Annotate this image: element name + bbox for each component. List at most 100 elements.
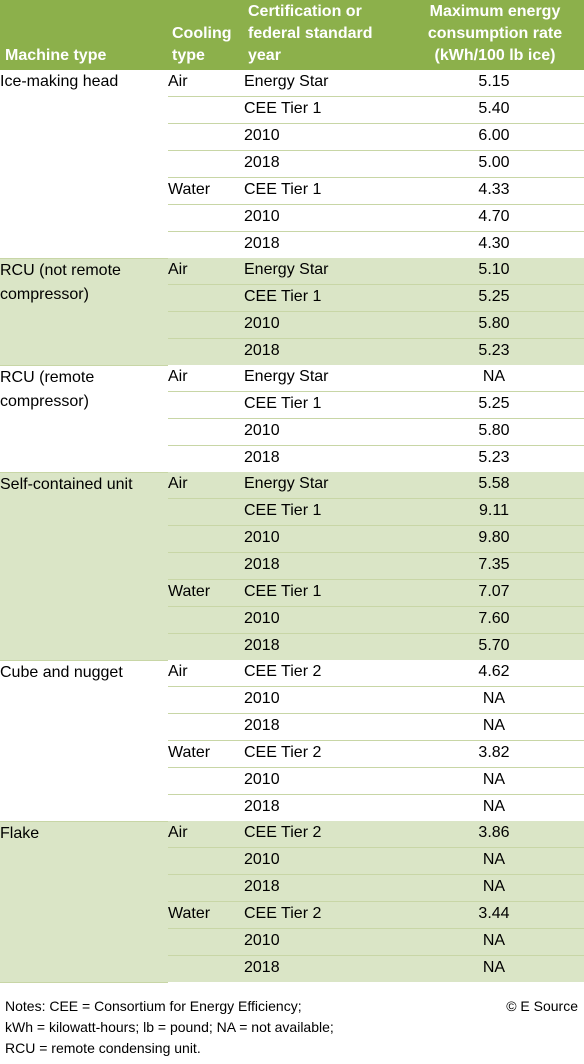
- table-header: Machine type Cooling type Certification …: [0, 0, 584, 70]
- cooling-type-cell: Air: [168, 821, 244, 848]
- table-row: RCU (remote compressor) Air Energy Star NA: [0, 365, 584, 473]
- certification-cell: Energy Star: [244, 258, 404, 285]
- energy-rate-cell: 3.86: [404, 821, 584, 848]
- table-row: Cube and nugget Air CEE Tier 2 4.62: [0, 660, 584, 822]
- machine-type-line: Cube and nugget: [0, 663, 123, 681]
- table-row: 2010 5.80: [0, 311, 584, 339]
- table-row: 2010 NA: [0, 928, 584, 956]
- table-row: 2010 6.00: [0, 123, 584, 151]
- table-row: 2018 5.70: [0, 633, 584, 660]
- cooling-type-cell: [168, 311, 244, 339]
- energy-rate-cell: 7.60: [404, 606, 584, 634]
- energy-rate-cell: 5.23: [404, 338, 584, 365]
- energy-rate-cell: NA: [404, 955, 584, 982]
- certification-cell: CEE Tier 2: [244, 901, 404, 929]
- certification-cell: 2018: [244, 338, 404, 365]
- machine-type-line: Ice-making head: [0, 73, 119, 90]
- cooling-type-cell: [168, 795, 244, 822]
- table-row: 2010 NA: [0, 847, 584, 875]
- machine-type-cell: Cube and nugget: [0, 660, 168, 822]
- table-row: 2010 9.80: [0, 525, 584, 553]
- certification-cell: 2010: [244, 606, 404, 634]
- cooling-type-cell: [168, 525, 244, 553]
- energy-rate-cell: 4.33: [404, 177, 584, 205]
- energy-rate-cell: NA: [404, 713, 584, 741]
- machine-type-cell: Self-contained unit: [0, 472, 168, 661]
- certification-cell: CEE Tier 2: [244, 821, 404, 848]
- cooling-type-cell: Water: [168, 579, 244, 607]
- cooling-type-cell: [168, 552, 244, 580]
- machine-type-cell: Flake: [0, 821, 168, 983]
- energy-rate-cell: NA: [404, 365, 584, 392]
- table-row: CEE Tier 1 5.25: [0, 284, 584, 312]
- machine-type-line: compressor): [0, 285, 89, 303]
- header-cooling-line-1: Cooling: [172, 25, 232, 42]
- cooling-type-cell: [168, 284, 244, 312]
- machine-type-cell: RCU (remote compressor): [0, 365, 168, 473]
- energy-rate-cell: NA: [404, 874, 584, 902]
- energy-rate-cell: 5.80: [404, 311, 584, 339]
- table-row: CEE Tier 1 5.25: [0, 391, 584, 419]
- certification-cell: 2018: [244, 633, 404, 660]
- cooling-type-cell: [168, 150, 244, 178]
- cooling-type-cell: Air: [168, 365, 244, 392]
- certification-cell: Energy Star: [244, 472, 404, 499]
- cooling-type-cell: [168, 391, 244, 419]
- header-cert-line-2: federal standard: [248, 25, 373, 42]
- energy-rate-cell: 4.70: [404, 204, 584, 232]
- energy-rate-cell: 5.80: [404, 418, 584, 446]
- cooling-type-cell: Air: [168, 472, 244, 499]
- certification-cell: 2018: [244, 235, 280, 252]
- table-row: RCU (not remote compressor) Air Energy Star…: [0, 258, 584, 366]
- certification-cell: 2018: [244, 955, 404, 982]
- header-max-energy: Maximum energy consumption rate (kWh/100…: [410, 1, 580, 67]
- notes-line-1: Notes: CEE = Consortium for Energy Effic…: [5, 998, 302, 1014]
- cooling-type-cell: [168, 928, 244, 956]
- machine-type-line: RCU (remote: [0, 368, 95, 386]
- cooling-type-cell: Water: [168, 901, 244, 929]
- certification-cell: 2018: [244, 449, 280, 466]
- certification-cell: 2018: [244, 552, 404, 580]
- certification-cell: 2018: [244, 713, 404, 741]
- machine-type-line: compressor): [0, 392, 89, 410]
- certification-cell: CEE Tier 1: [244, 177, 404, 205]
- energy-rate-cell: 3.82: [404, 740, 584, 768]
- header-cooling-type: Cooling type: [172, 23, 244, 67]
- header-cert-line-3: year: [248, 47, 281, 64]
- energy-rate-cell: NA: [482, 798, 506, 815]
- certification-cell: 2010: [244, 204, 404, 232]
- cooling-type-cell: Air: [168, 70, 244, 97]
- certification-cell: 2018: [244, 798, 280, 815]
- energy-rate-cell: 5.15: [404, 70, 584, 97]
- certification-cell: CEE Tier 1: [244, 498, 404, 526]
- cooling-type-cell: [168, 713, 244, 741]
- certification-cell: 2010: [244, 525, 404, 553]
- cooling-type-cell: [168, 338, 244, 365]
- cooling-type-cell: [168, 446, 244, 473]
- header-machine-type-text: Machine type: [5, 47, 107, 64]
- cooling-type-cell: [168, 874, 244, 902]
- energy-rate-cell: 3.44: [404, 901, 584, 929]
- energy-rate-cell: 7.35: [404, 552, 584, 580]
- table-row: 2018 NA: [0, 874, 584, 902]
- energy-rate-cell: 5.00: [404, 150, 584, 178]
- cooling-type-cell: [168, 96, 244, 124]
- table-row: Water CEE Tier 2 3.44: [0, 901, 584, 929]
- energy-rate-cell: 5.25: [404, 391, 584, 419]
- cooling-type-cell: [168, 232, 244, 259]
- machine-type-line: Flake: [0, 824, 40, 842]
- certification-cell: 2018: [244, 150, 404, 178]
- certification-cell: 2018: [244, 874, 404, 902]
- certification-cell: 2010: [244, 847, 404, 875]
- table-row: 2018 NA: [0, 713, 584, 741]
- table-row: Ice-making head Air Energy Star 5.15: [0, 70, 584, 259]
- table-row: 2018 5.23: [0, 446, 584, 473]
- energy-rate-cell: 7.07: [404, 579, 584, 607]
- energy-rate-cell: 9.11: [404, 498, 584, 526]
- cooling-type-cell: [168, 498, 244, 526]
- cooling-type-cell: [168, 418, 244, 446]
- table-row: 2010 NA: [0, 686, 584, 714]
- table-row: Self-contained unit Air Energy Star 5.58: [0, 472, 584, 661]
- machine-type-line: Self-contained unit: [0, 475, 133, 493]
